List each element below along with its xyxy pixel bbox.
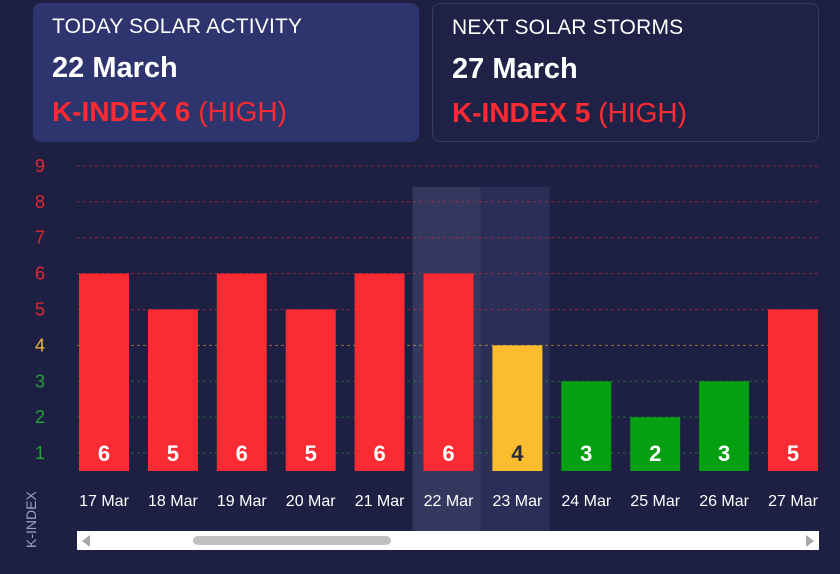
bar-value-label: 3: [718, 441, 730, 466]
bar-value-label: 5: [167, 441, 179, 466]
y-axis-label: K-INDEX: [23, 491, 39, 548]
today-k-value: K-INDEX 6: [52, 96, 191, 127]
next-card-label: NEXT SOLAR STORMS: [452, 16, 684, 39]
bar: [492, 345, 543, 471]
next-k-value: K-INDEX 5: [452, 97, 591, 128]
x-tick-label: 19 Mar: [217, 493, 267, 510]
y-tick-label: 3: [35, 371, 45, 391]
bar: [216, 273, 267, 471]
next-date: 27 March: [452, 53, 578, 85]
x-tick-label: 18 Mar: [148, 493, 198, 510]
today-k-index: K-INDEX 6 (HIGH): [52, 96, 419, 128]
bar: [423, 273, 474, 471]
today-card-label: TODAY SOLAR ACTIVITY: [52, 15, 303, 38]
bar-value-label: 3: [580, 441, 592, 466]
x-tick-label: 20 Mar: [286, 493, 336, 510]
bar: [79, 273, 129, 471]
y-tick-label: 7: [35, 228, 45, 248]
y-tick-label: 1: [35, 443, 45, 463]
bar: [147, 309, 198, 471]
x-tick-label: 26 Mar: [699, 493, 749, 510]
scrollbar-thumb[interactable]: [193, 536, 391, 545]
bar-value-label: 6: [442, 441, 454, 466]
bar: [285, 309, 336, 471]
scroll-right-arrow-icon[interactable]: [806, 535, 814, 547]
bar-value-label: 4: [511, 441, 524, 466]
y-tick-label: 8: [35, 192, 45, 212]
x-tick-label: 22 Mar: [424, 493, 474, 510]
bar-value-label: 6: [236, 441, 248, 466]
y-tick-label: 9: [35, 156, 45, 176]
bar: [630, 417, 681, 471]
today-activity-card: TODAY SOLAR ACTIVITY 22 March K-INDEX 6 …: [33, 3, 419, 142]
bar-value-label: 2: [649, 441, 661, 466]
bar-value-label: 6: [373, 441, 385, 466]
bar: [768, 309, 818, 471]
next-storms-card: NEXT SOLAR STORMS 27 March K-INDEX 5 (HI…: [432, 3, 819, 142]
chart-scrollbar[interactable]: [77, 531, 819, 550]
y-tick-label: 5: [35, 299, 45, 319]
bar: [354, 273, 405, 471]
bar: [699, 381, 750, 471]
bar: [561, 381, 612, 471]
scroll-left-arrow-icon[interactable]: [82, 535, 90, 547]
bar-value-label: 5: [787, 441, 799, 466]
bar-value-label: 6: [98, 441, 110, 466]
next-k-index: K-INDEX 5 (HIGH): [452, 97, 818, 129]
y-tick-label: 2: [35, 407, 45, 427]
y-tick-label: 4: [35, 335, 45, 355]
x-tick-label: 25 Mar: [630, 493, 680, 510]
today-date: 22 March: [52, 52, 178, 84]
x-tick-label: 23 Mar: [493, 493, 543, 510]
x-tick-label: 21 Mar: [355, 493, 405, 510]
today-level: (HIGH): [198, 96, 287, 127]
x-tick-label: 17 Mar: [79, 493, 129, 510]
x-tick-label: 27 Mar: [768, 493, 818, 510]
y-tick-label: 6: [35, 264, 45, 284]
bar-value-label: 5: [305, 441, 317, 466]
next-level: (HIGH): [598, 97, 687, 128]
x-tick-label: 24 Mar: [561, 493, 611, 510]
